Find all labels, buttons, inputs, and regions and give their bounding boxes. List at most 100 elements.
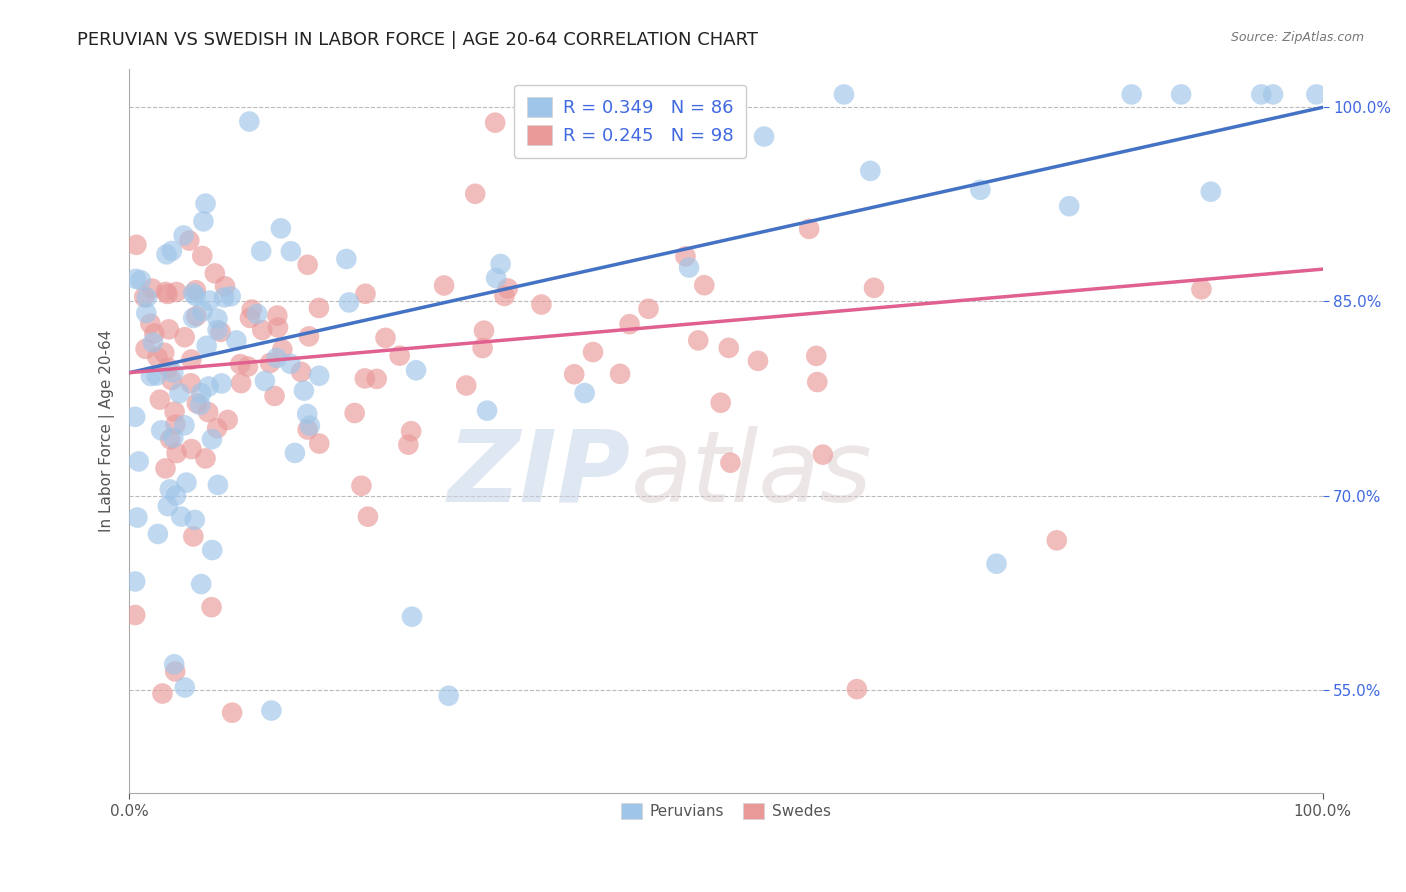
Point xyxy=(180,442,202,456)
Point xyxy=(472,324,495,338)
Point xyxy=(619,317,641,331)
Point xyxy=(357,509,380,524)
Point xyxy=(693,278,716,293)
Point xyxy=(219,289,242,303)
Point xyxy=(194,196,217,211)
Point xyxy=(146,527,169,541)
Point xyxy=(165,489,187,503)
Point xyxy=(184,283,207,297)
Point xyxy=(811,448,834,462)
Point xyxy=(290,365,312,379)
Point xyxy=(720,456,742,470)
Point xyxy=(832,87,855,102)
Point xyxy=(193,214,215,228)
Point xyxy=(250,244,273,259)
Point xyxy=(207,323,229,337)
Point xyxy=(197,379,219,393)
Point xyxy=(181,311,204,326)
Point xyxy=(298,329,321,343)
Point xyxy=(135,342,157,356)
Point xyxy=(165,417,187,432)
Point xyxy=(197,405,219,419)
Point xyxy=(173,330,195,344)
Point xyxy=(471,341,494,355)
Point xyxy=(637,301,659,316)
Point xyxy=(1057,199,1080,213)
Point xyxy=(688,334,710,348)
Point xyxy=(211,376,233,391)
Point xyxy=(198,293,221,308)
Point xyxy=(186,396,208,410)
Point xyxy=(145,368,167,383)
Point xyxy=(484,116,506,130)
Point xyxy=(191,304,214,318)
Point xyxy=(799,222,821,236)
Point xyxy=(280,244,302,259)
Point xyxy=(146,351,169,365)
Point xyxy=(160,244,183,258)
Point xyxy=(1305,87,1327,102)
Point xyxy=(260,704,283,718)
Point xyxy=(266,351,288,365)
Point xyxy=(284,446,307,460)
Point xyxy=(354,286,377,301)
Point xyxy=(141,282,163,296)
Point xyxy=(252,323,274,337)
Point xyxy=(589,105,612,120)
Point xyxy=(157,322,180,336)
Point xyxy=(170,509,193,524)
Point xyxy=(433,278,456,293)
Point xyxy=(806,349,828,363)
Point xyxy=(190,577,212,591)
Point xyxy=(396,438,419,452)
Point xyxy=(574,386,596,401)
Point xyxy=(229,357,252,371)
Legend: Peruvians, Swedes: Peruvians, Swedes xyxy=(614,797,837,826)
Point xyxy=(297,423,319,437)
Point xyxy=(1250,87,1272,102)
Point xyxy=(456,378,478,392)
Point xyxy=(238,114,260,128)
Point xyxy=(863,281,886,295)
Point xyxy=(253,374,276,388)
Point xyxy=(155,247,177,261)
Point xyxy=(485,271,508,285)
Point xyxy=(475,403,498,417)
Text: ZIP: ZIP xyxy=(447,425,630,523)
Point xyxy=(191,249,214,263)
Point xyxy=(297,258,319,272)
Point xyxy=(1261,87,1284,102)
Point xyxy=(128,454,150,468)
Point xyxy=(153,345,176,359)
Point xyxy=(184,289,207,303)
Point xyxy=(134,290,156,304)
Point xyxy=(354,371,377,385)
Point xyxy=(350,479,373,493)
Point xyxy=(263,389,285,403)
Point xyxy=(207,478,229,492)
Point xyxy=(986,557,1008,571)
Point xyxy=(236,359,259,374)
Point xyxy=(201,432,224,446)
Point xyxy=(717,341,740,355)
Point xyxy=(859,164,882,178)
Point xyxy=(124,607,146,622)
Point xyxy=(204,266,226,280)
Point xyxy=(135,291,157,305)
Point xyxy=(266,309,288,323)
Point xyxy=(195,339,218,353)
Point xyxy=(205,421,228,435)
Point xyxy=(186,309,208,323)
Point xyxy=(217,413,239,427)
Point xyxy=(1046,533,1069,548)
Point xyxy=(582,345,605,359)
Point xyxy=(845,682,868,697)
Point xyxy=(489,257,512,271)
Point xyxy=(160,373,183,387)
Text: atlas: atlas xyxy=(630,425,872,523)
Point xyxy=(212,290,235,304)
Point xyxy=(162,366,184,380)
Point xyxy=(366,372,388,386)
Point xyxy=(188,398,211,412)
Point xyxy=(201,543,224,558)
